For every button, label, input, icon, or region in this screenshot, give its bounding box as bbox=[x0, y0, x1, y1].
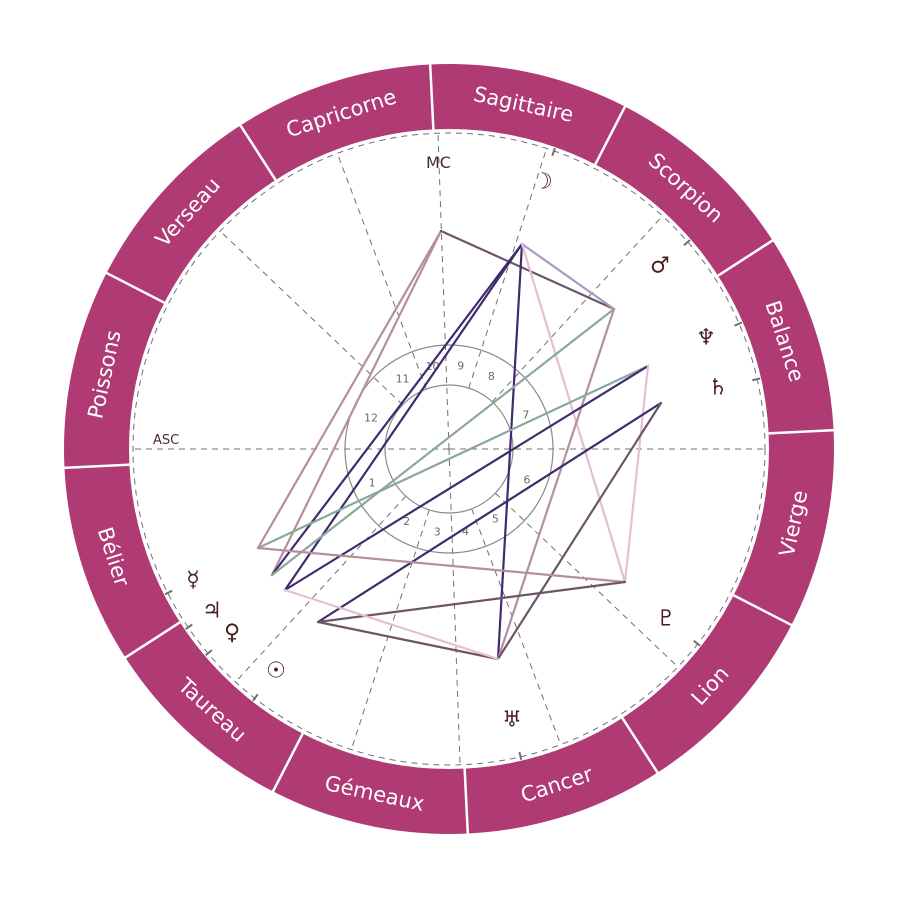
house-number: 6 bbox=[523, 474, 530, 487]
sign-divider bbox=[733, 594, 793, 627]
house-number: 12 bbox=[364, 411, 378, 424]
planet-tick bbox=[551, 147, 556, 156]
sign-divider bbox=[271, 733, 304, 793]
pluto-icon: ♇ bbox=[656, 607, 676, 632]
house-number: 8 bbox=[488, 370, 495, 383]
planet-tick bbox=[518, 751, 523, 760]
moon-icon: ☽ bbox=[533, 170, 553, 195]
planet-tick bbox=[734, 321, 743, 327]
aspect-line bbox=[496, 401, 663, 661]
jupiter-icon: ♃ bbox=[202, 599, 222, 624]
aspect-line bbox=[316, 401, 663, 624]
neptune-icon: ♆ bbox=[696, 326, 716, 351]
planet-tick bbox=[252, 693, 259, 702]
house-cusp-line bbox=[219, 230, 403, 406]
house-cusp-line bbox=[495, 492, 679, 668]
aspect-line bbox=[623, 364, 650, 584]
asc-label: ASC bbox=[153, 433, 179, 448]
sun-icon: ☉ bbox=[266, 659, 286, 684]
sign-divider bbox=[621, 717, 660, 775]
aspect-line bbox=[439, 229, 616, 311]
aspect-line bbox=[283, 364, 650, 592]
planet-tick bbox=[683, 239, 691, 246]
venus-icon: ♀ bbox=[224, 621, 240, 646]
house-number: 2 bbox=[403, 515, 410, 528]
sign-divider bbox=[428, 63, 435, 130]
sign-divider bbox=[463, 768, 470, 835]
aspect-line bbox=[270, 242, 524, 577]
aspect-line bbox=[283, 242, 524, 592]
sign-divider bbox=[717, 238, 775, 277]
sign-divider bbox=[238, 123, 277, 181]
aspect-line bbox=[496, 307, 616, 661]
house-cusp-line bbox=[448, 448, 461, 765]
aspect-line bbox=[316, 580, 627, 624]
sign-divider bbox=[768, 428, 835, 435]
aspect-line bbox=[270, 307, 616, 577]
house-cusp-line bbox=[491, 215, 663, 403]
house-number: 1 bbox=[369, 476, 376, 489]
house-cusp-line bbox=[350, 509, 430, 750]
sign-dividers bbox=[63, 63, 835, 835]
aspect-line bbox=[270, 229, 443, 577]
planet-tick bbox=[752, 377, 761, 382]
house-number: 11 bbox=[396, 372, 410, 385]
aspect-lines bbox=[256, 229, 663, 661]
house-number: 4 bbox=[462, 525, 469, 538]
planet-tick bbox=[164, 589, 173, 596]
planet-glyphs: ☽ ♂ ♆ ♄ ♇ ♅ ☉ ♀♃☿ bbox=[164, 147, 761, 760]
sign-divider bbox=[63, 463, 130, 470]
sign-divider bbox=[594, 105, 627, 165]
aspect-line bbox=[520, 242, 616, 311]
saturn-icon: ♄ bbox=[708, 376, 728, 401]
house-cusp-line bbox=[235, 495, 407, 683]
planet-tick bbox=[693, 640, 701, 647]
aspect-line bbox=[316, 620, 500, 661]
house-cusp-line bbox=[468, 148, 548, 389]
planet-tick bbox=[205, 649, 213, 657]
house-number: 5 bbox=[492, 513, 499, 526]
cusp-boundary-circle bbox=[132, 132, 766, 766]
sign-divider bbox=[105, 271, 165, 304]
aspect-line bbox=[256, 364, 650, 550]
mc-label: MC bbox=[426, 153, 451, 172]
house-cusps bbox=[133, 133, 765, 765]
mars-icon: ♂ bbox=[650, 254, 670, 279]
house-number: 7 bbox=[522, 409, 529, 422]
mercury-icon: ☿ bbox=[186, 568, 200, 593]
sign-divider bbox=[123, 621, 181, 660]
planet-tick bbox=[185, 623, 193, 630]
house-cusp-line bbox=[437, 133, 450, 450]
house-number: 3 bbox=[434, 526, 441, 539]
uranus-icon: ♅ bbox=[502, 708, 522, 733]
house-cusp-line bbox=[471, 508, 562, 745]
house-outer-circle bbox=[344, 344, 554, 554]
aspect-line bbox=[256, 546, 627, 584]
aspect-line bbox=[283, 588, 500, 661]
house-cusp-line bbox=[336, 153, 427, 390]
house-number: 9 bbox=[457, 359, 464, 372]
aspect-line bbox=[256, 229, 443, 550]
